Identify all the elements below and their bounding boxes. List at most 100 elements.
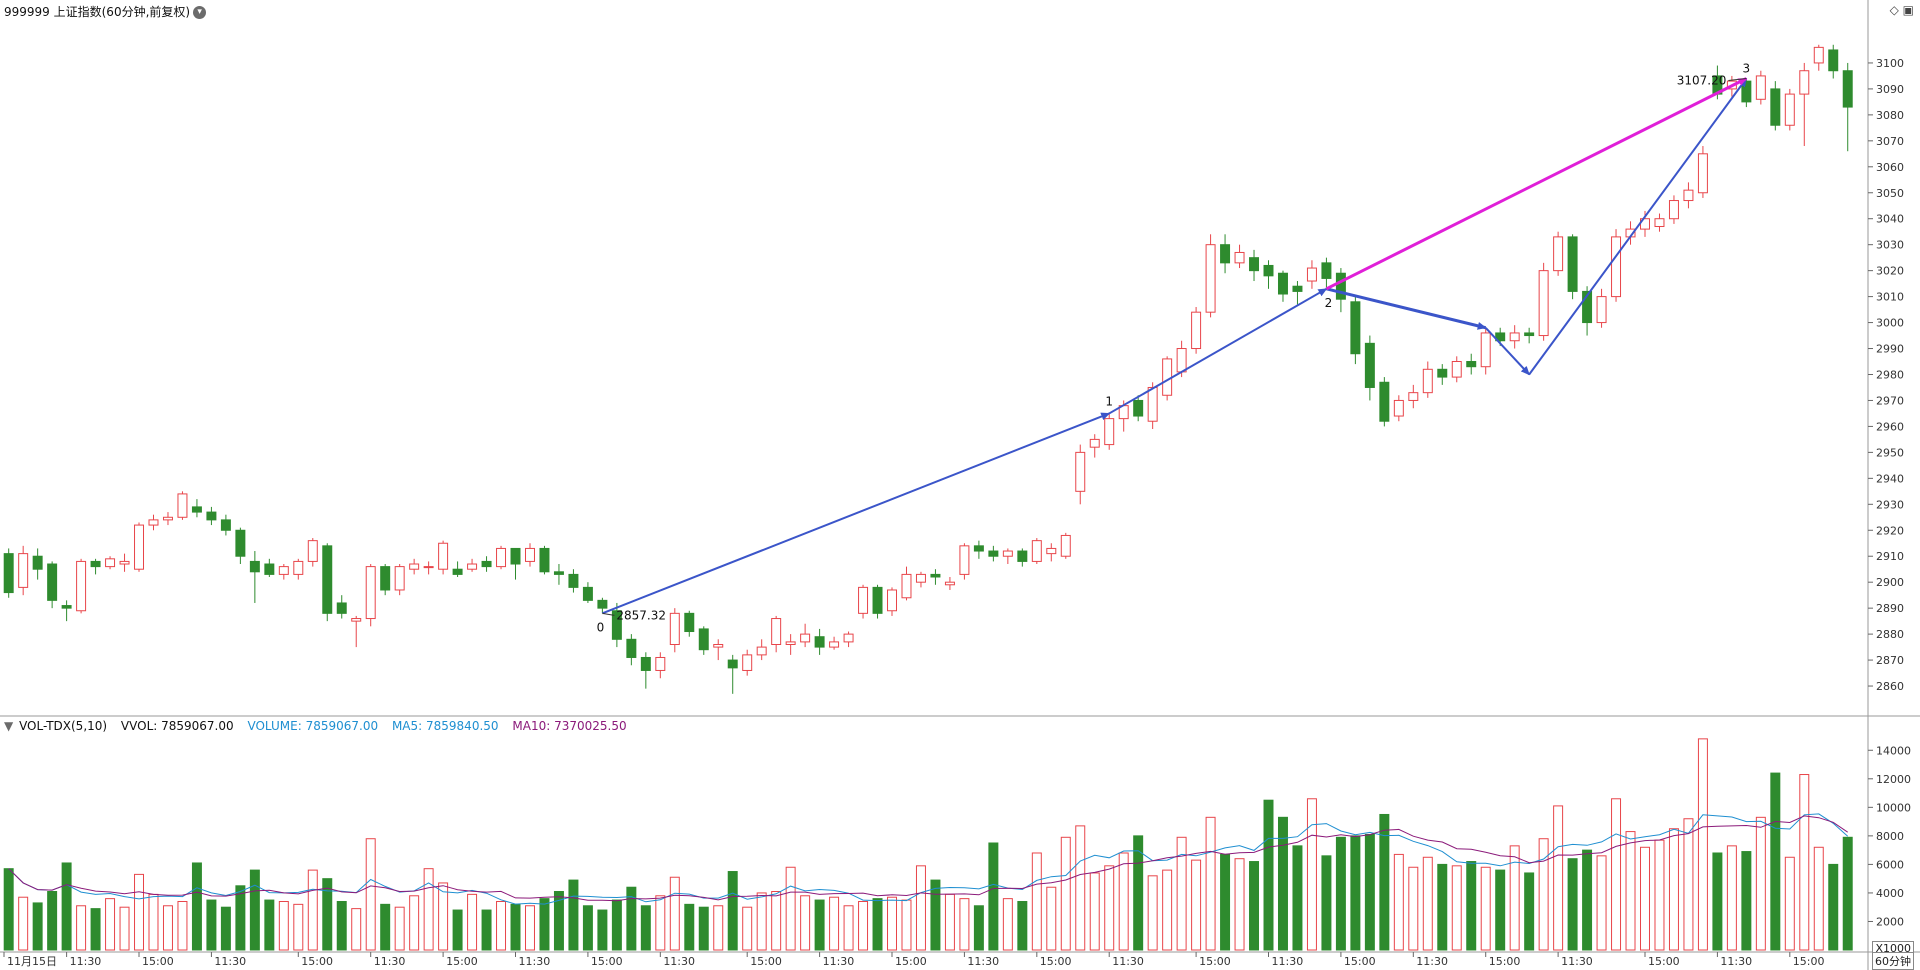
price-tick-label: 2930 xyxy=(1876,498,1904,511)
panel-icon[interactable]: ▣ xyxy=(1902,3,1914,17)
price-tick-label: 3040 xyxy=(1876,213,1904,226)
candle-body xyxy=(1335,272,1346,300)
volume-bar xyxy=(1451,865,1462,951)
price-tick-label: 2990 xyxy=(1876,343,1904,356)
candle-body xyxy=(1697,153,1708,194)
candle-body xyxy=(1393,399,1404,417)
volume-bar xyxy=(249,869,260,951)
chevron-down-icon[interactable]: ▾ xyxy=(193,6,207,19)
candle-body xyxy=(61,605,72,609)
volume-bar xyxy=(394,906,405,951)
price-tick-label: 3020 xyxy=(1876,265,1904,278)
volume-bar xyxy=(959,898,970,951)
price-tick-label: 2920 xyxy=(1876,524,1904,537)
volume-bar xyxy=(220,906,231,951)
volume-bar xyxy=(698,906,709,951)
volume-bar xyxy=(1002,898,1013,951)
price-tick-label: 3070 xyxy=(1876,135,1904,148)
candle-body xyxy=(742,654,753,671)
vvol-value: VVOL: 7859067.00 xyxy=(120,719,234,733)
candle-body xyxy=(47,563,58,601)
volume-bar xyxy=(1162,869,1173,951)
candle-body xyxy=(1234,251,1245,264)
volume-bar xyxy=(336,900,347,951)
diamond-icon[interactable]: ◇ xyxy=(1889,3,1899,17)
volume-bar xyxy=(1640,846,1650,951)
candle-body xyxy=(973,545,984,552)
volume-bar xyxy=(1683,818,1694,951)
volume-bar xyxy=(1234,858,1245,951)
volume-bar xyxy=(278,900,289,951)
candle-body xyxy=(177,493,188,518)
ma10-line xyxy=(8,815,1848,902)
candle-body xyxy=(1451,361,1462,378)
price-tick-label: 2940 xyxy=(1876,472,1904,485)
price-tick-label: 3000 xyxy=(1876,317,1904,330)
candle-body xyxy=(1466,361,1477,368)
volume-bar xyxy=(973,905,984,951)
candles xyxy=(3,44,1853,694)
candle-body xyxy=(510,547,521,565)
price-tick-label: 3100 xyxy=(1876,57,1904,70)
price-tick-label: 3010 xyxy=(1876,291,1904,304)
volume-bar xyxy=(1046,886,1057,951)
volume-bar xyxy=(944,893,955,951)
volume-bar xyxy=(90,908,101,951)
volume-bar xyxy=(105,898,116,951)
volume-bar xyxy=(423,868,434,951)
candle-body xyxy=(655,656,666,671)
volume-bar xyxy=(1828,863,1839,951)
period-label[interactable]: 60分钟 xyxy=(1872,952,1914,970)
ma5-value: MA5: 7859840.50 xyxy=(391,719,499,733)
volume-bar xyxy=(1524,872,1535,951)
volume-bar xyxy=(1133,835,1144,951)
x-tick-label: 15:00 xyxy=(1489,955,1521,968)
candle-body xyxy=(1799,70,1810,95)
x-tick-label: 11:30 xyxy=(823,955,855,968)
volume-bar xyxy=(785,866,796,951)
volume-bar xyxy=(1321,855,1332,951)
candle-body xyxy=(307,540,318,562)
candle-body xyxy=(1480,332,1491,368)
candle-body xyxy=(684,612,695,633)
volume-bar xyxy=(655,895,666,951)
candle-body xyxy=(365,566,376,620)
volume-bar xyxy=(496,900,507,951)
volume-bar xyxy=(76,905,87,951)
candle-body xyxy=(1611,236,1622,298)
candle-body xyxy=(1509,332,1520,342)
volume-bar xyxy=(1422,856,1433,951)
candle-body xyxy=(858,586,869,614)
x-tick-label: 15:00 xyxy=(1344,955,1376,968)
volume-bar xyxy=(452,909,463,951)
tool-icons: ◇ ▣ xyxy=(1890,3,1914,17)
channel-arrow-2-3 xyxy=(1325,77,1748,291)
price-tick-label: 2910 xyxy=(1876,550,1904,563)
candle-body xyxy=(640,656,651,671)
chevron-down-icon[interactable]: ▼ xyxy=(4,719,14,733)
volume-tick-label: 14000 xyxy=(1876,744,1911,757)
volume-bar xyxy=(539,898,550,951)
candle-body xyxy=(988,550,999,557)
candle-body xyxy=(1784,93,1795,126)
candle-body xyxy=(930,573,941,578)
volume-bar xyxy=(177,900,188,951)
candle-body xyxy=(1364,342,1375,388)
volume-bar xyxy=(1089,872,1100,951)
candle-body xyxy=(611,610,622,640)
candle-body xyxy=(134,524,145,570)
volume-bar xyxy=(32,902,43,951)
volume-bars xyxy=(3,738,1853,951)
volume-bar xyxy=(1726,845,1737,951)
volume-bar xyxy=(1596,855,1607,951)
volume-bar xyxy=(134,873,145,951)
candle-body xyxy=(90,560,101,568)
candle-body xyxy=(1538,270,1549,337)
volume-header: ▼ VOL-TDX(5,10) VVOL: 7859067.00 VOLUME:… xyxy=(4,719,637,733)
candle-body xyxy=(293,560,304,575)
volume-bar xyxy=(814,899,825,951)
candle-body xyxy=(1162,358,1173,396)
volume-bar xyxy=(1277,816,1288,951)
